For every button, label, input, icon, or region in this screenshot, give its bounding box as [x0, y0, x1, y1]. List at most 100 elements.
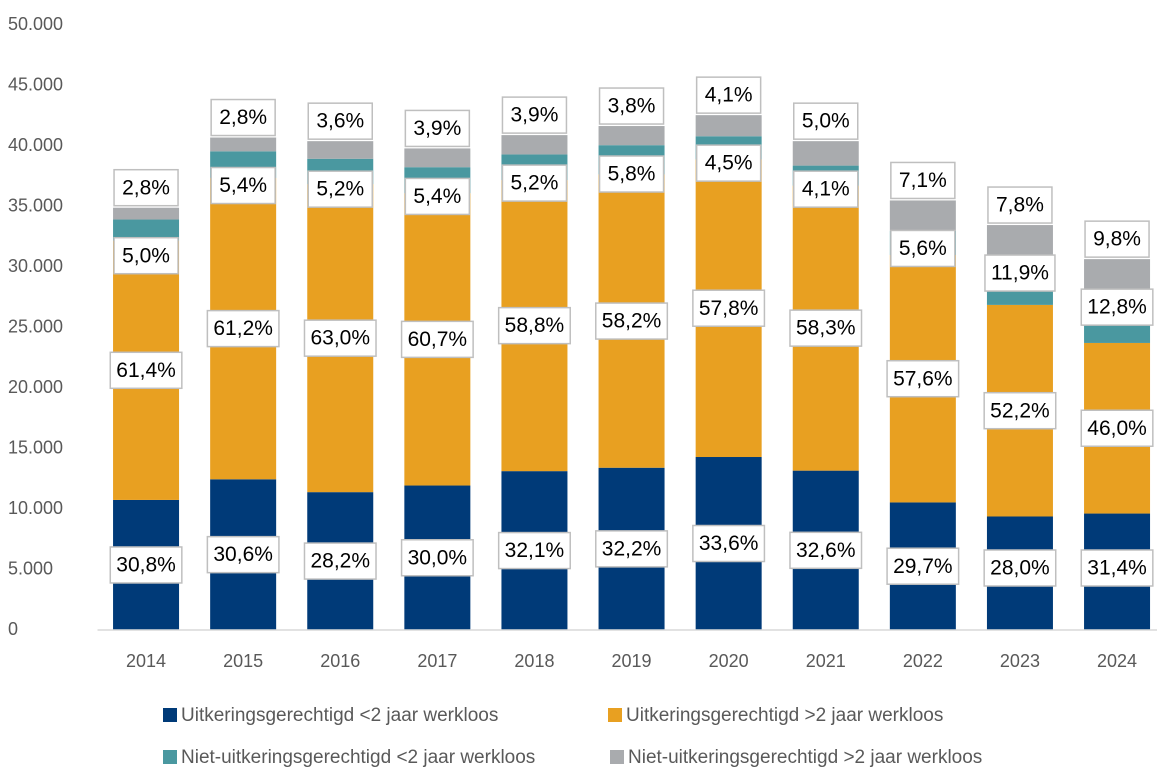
label-box [789, 531, 863, 570]
data-label: 52,2% [990, 399, 1050, 422]
data-label: 32,2% [602, 537, 662, 560]
data-label: 7,1% [899, 169, 947, 192]
label-box [987, 186, 1053, 224]
label-box [303, 319, 377, 357]
label-box [598, 87, 665, 125]
bar-segment [695, 115, 762, 137]
label-box [692, 289, 766, 327]
data-label: 5,2% [511, 172, 559, 195]
data-label: 58,8% [505, 314, 565, 337]
data-label: 32,6% [796, 539, 856, 562]
label-box [598, 155, 665, 193]
label-box [400, 320, 474, 359]
data-label: 3,6% [316, 110, 364, 133]
y-tick-label: 40.000 [8, 135, 63, 155]
y-tick-label: 50.000 [8, 14, 63, 34]
data-label: 29,7% [893, 555, 953, 578]
label-box [109, 546, 183, 584]
label-box [983, 549, 1057, 587]
y-tick-label: 20.000 [8, 377, 63, 397]
x-tick-label: 2021 [806, 651, 846, 671]
label-box [890, 161, 956, 200]
legend-label: Niet-uitkeringsgerechtigd <2 jaar werklo… [181, 747, 535, 768]
x-tick-label: 2014 [126, 651, 166, 671]
data-label: 58,3% [796, 317, 856, 340]
label-box [595, 530, 669, 568]
data-label: 33,6% [699, 532, 759, 555]
data-label: 2,8% [219, 106, 267, 129]
bar-segment [307, 141, 374, 159]
y-tick-label: 25.000 [8, 316, 63, 336]
label-box [501, 164, 568, 202]
label-box [307, 102, 373, 140]
data-label: 5,4% [219, 174, 267, 197]
data-label: 5,0% [802, 110, 850, 133]
data-label: 5,2% [316, 178, 364, 201]
data-label: 9,8% [1093, 228, 1141, 251]
data-label: 3,8% [608, 95, 656, 118]
label-box [1080, 549, 1154, 587]
data-label: 5,6% [899, 237, 947, 260]
y-tick-label: 15.000 [8, 437, 63, 457]
data-label: 31,4% [1087, 557, 1147, 580]
data-label: 2,8% [122, 176, 170, 199]
x-tick-label: 2019 [612, 651, 652, 671]
data-label: 30,8% [116, 554, 176, 577]
x-tick-label: 2024 [1097, 651, 1137, 671]
label-box [404, 109, 471, 148]
legend-label: Uitkeringsgerechtigd <2 jaar werkloos [181, 705, 498, 726]
label-box [404, 177, 471, 216]
data-label: 7,8% [996, 194, 1044, 217]
x-tick-label: 2023 [1000, 651, 1040, 671]
data-label: 4,1% [705, 84, 753, 107]
data-label: 57,8% [699, 297, 759, 320]
data-label: 61,4% [116, 359, 176, 382]
label-box [210, 98, 276, 137]
data-label: 63,0% [310, 327, 370, 350]
label-box [303, 542, 377, 580]
label-box [695, 76, 762, 114]
y-tick-label: 10.000 [8, 498, 63, 518]
label-box [206, 309, 280, 348]
bar-segment [598, 126, 665, 146]
label-box [890, 229, 956, 268]
y-tick-label: 0 [8, 619, 18, 639]
label-box [1080, 288, 1154, 326]
y-tick-label: 5.000 [8, 558, 53, 578]
data-label: 3,9% [511, 104, 559, 127]
data-label: 28,2% [310, 550, 370, 573]
data-label: 61,2% [213, 317, 273, 340]
x-tick-label: 2016 [320, 651, 360, 671]
x-tick-label: 2017 [417, 651, 457, 671]
data-label: 57,6% [893, 367, 953, 390]
bar-segment [501, 135, 568, 155]
bar-segment [404, 148, 471, 168]
bar-segment [986, 225, 1053, 257]
data-label: 5,8% [608, 163, 656, 186]
legend-swatch [163, 750, 177, 764]
data-label: 30,0% [408, 546, 468, 569]
data-label: 11,9% [991, 262, 1049, 285]
label-box [501, 96, 568, 134]
label-box [400, 539, 474, 577]
y-tick-label: 30.000 [8, 256, 63, 276]
legend-swatch [610, 750, 624, 764]
data-label: 5,0% [122, 244, 170, 267]
label-box [595, 302, 669, 340]
legend-label: Niet-uitkeringsgerechtigd >2 jaar werklo… [628, 747, 982, 768]
label-box [206, 535, 280, 574]
label-box [307, 170, 373, 208]
label-box [497, 306, 571, 345]
y-tick-label: 45.000 [8, 74, 63, 94]
data-label: 4,5% [705, 152, 753, 175]
label-box [789, 309, 863, 347]
label-box [1084, 220, 1150, 258]
label-box [886, 359, 960, 398]
bar-segment [210, 137, 277, 152]
label-box [1080, 409, 1154, 447]
bar-segment [113, 207, 180, 220]
legend-swatch [163, 708, 177, 722]
label-box [109, 351, 183, 390]
